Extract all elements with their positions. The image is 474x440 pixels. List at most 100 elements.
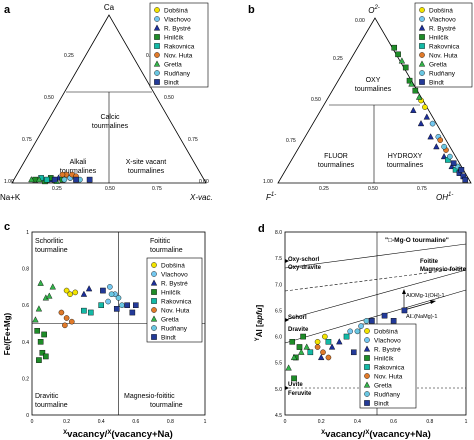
panel-a-vertex-top: Ca (104, 3, 115, 12)
data-point (350, 349, 357, 356)
panel-c-ticks: 0 0.2 0.4 0.6 0.8 1 0 0.2 0.4 0.6 0.8 1 (22, 230, 207, 425)
data-point (398, 57, 406, 64)
panel-d-points (285, 307, 408, 382)
legend-label: Vlachovo (374, 337, 401, 344)
panel-d-vec-label-2: Al□(NaMg)-1 (406, 314, 437, 320)
data-point (289, 339, 296, 345)
legend-marker (419, 70, 425, 76)
y-tick-label: 0.6 (22, 303, 29, 309)
data-point (100, 287, 106, 294)
data-point (88, 309, 94, 316)
y-tick-label: 6.0 (275, 335, 282, 341)
panel-b-tick-b75: 0.75 (417, 186, 427, 192)
legend-label: Dobšiná (164, 7, 188, 14)
data-point (441, 143, 447, 150)
panel-b-tick-l75: 0.75 (286, 138, 296, 144)
panel-b-tick-b25: 0.25 (319, 186, 329, 192)
legend-marker (150, 279, 158, 286)
legend-label: Gretla (429, 61, 447, 68)
data-point (412, 87, 419, 94)
panel-b-letter: b (248, 4, 255, 16)
y-tick-label: 0.4 (22, 340, 29, 346)
data-point (108, 291, 115, 298)
data-point (43, 353, 49, 360)
data-point (343, 333, 350, 340)
y-tick-label: 5.5 (275, 361, 282, 367)
legend-label: Hnilčík (429, 34, 449, 41)
data-point (86, 176, 93, 183)
panel-d-xlabel: Xvacancy/X(vacancy+Na) (321, 429, 431, 440)
legend-marker (363, 345, 371, 352)
x-tick-label: 0 (31, 419, 34, 425)
x-tick-label: 0.4 (98, 419, 105, 425)
data-point (391, 44, 398, 51)
legend-marker (419, 7, 425, 13)
data-point (354, 328, 361, 335)
legend-marker (154, 70, 160, 76)
data-point (300, 333, 306, 340)
y-tick-label: 5.0 (275, 387, 282, 393)
legend-marker (364, 400, 370, 406)
legend-label: Dobšiná (374, 328, 398, 335)
data-point (105, 298, 111, 305)
panel-b-tick-l50: 0.50 (311, 97, 321, 103)
data-point (406, 77, 413, 84)
legend-label: Rakovnica (164, 43, 195, 50)
legend-label: Vlachovo (161, 271, 188, 278)
panel-d-annot-oxy: Oxy-schorl Oxy-dravite (288, 257, 322, 271)
legend-marker (364, 373, 370, 379)
data-point (336, 338, 343, 345)
legend-marker (151, 271, 157, 277)
panel-c-ylabel: Fe/(Fe+Mg) (3, 312, 12, 355)
data-point (322, 333, 328, 340)
legend-label: Nov. Huta (374, 373, 403, 380)
panel-b: b O2- F1- OH1- OXY tourmalines FLUOR tourm… (248, 4, 472, 202)
data-point (325, 354, 332, 361)
panel-d-ticks: 0 0.2 0.4 0.6 0.8 1 4.5 5.0 5.5 6.0 6.5 7.0 7.5 8.0 (275, 230, 468, 425)
data-point (417, 120, 425, 127)
data-point (363, 318, 370, 324)
legend-marker (153, 60, 161, 67)
data-point (402, 64, 409, 71)
legend-marker (151, 334, 157, 340)
data-point (36, 357, 42, 363)
legend-marker (364, 355, 370, 361)
data-point (408, 80, 415, 87)
data-point (107, 284, 113, 290)
panel-a-tick-b50: 0.50 (105, 186, 115, 192)
data-point (303, 343, 310, 350)
data-point (35, 305, 43, 312)
legend-label: R. Bystré (161, 280, 188, 287)
panel-c: c Schorlitic tourmaline Foititic tourmalin… (3, 221, 207, 440)
data-point (328, 343, 336, 350)
data-point (325, 339, 332, 345)
legend-label: Rudňany (161, 325, 188, 332)
data-point (358, 323, 364, 329)
panel-b-vertex-left: F1- (266, 192, 276, 202)
data-point (68, 318, 75, 325)
legend-marker (154, 43, 160, 49)
panel-d-frame (284, 231, 467, 416)
legend-marker (419, 34, 425, 40)
panel-d-line-oxy (284, 243, 467, 269)
data-point (132, 302, 139, 309)
data-point (73, 176, 79, 183)
legend-label: R. Bystré (374, 346, 401, 353)
panel-a-tick-r100: 0.00 (199, 179, 209, 185)
legend-marker (419, 52, 425, 58)
data-point (113, 306, 120, 312)
data-point (296, 344, 303, 350)
data-point (63, 315, 70, 321)
legend-label: Vlachovo (164, 16, 191, 23)
panel-c-points (32, 279, 139, 363)
x-tick-label: 0 (284, 419, 287, 425)
legend-label: Nov. Huta (161, 307, 190, 314)
legend-marker (363, 381, 371, 388)
panel-b-tick-l25: 0.25 (333, 56, 343, 62)
x-tick-label: 0.4 (354, 419, 361, 425)
data-point (39, 349, 46, 356)
x-tick-label: 1 (204, 419, 207, 425)
panel-a-tick-b25: 0.25 (52, 186, 62, 192)
legend-label: Rudňany (429, 70, 456, 77)
